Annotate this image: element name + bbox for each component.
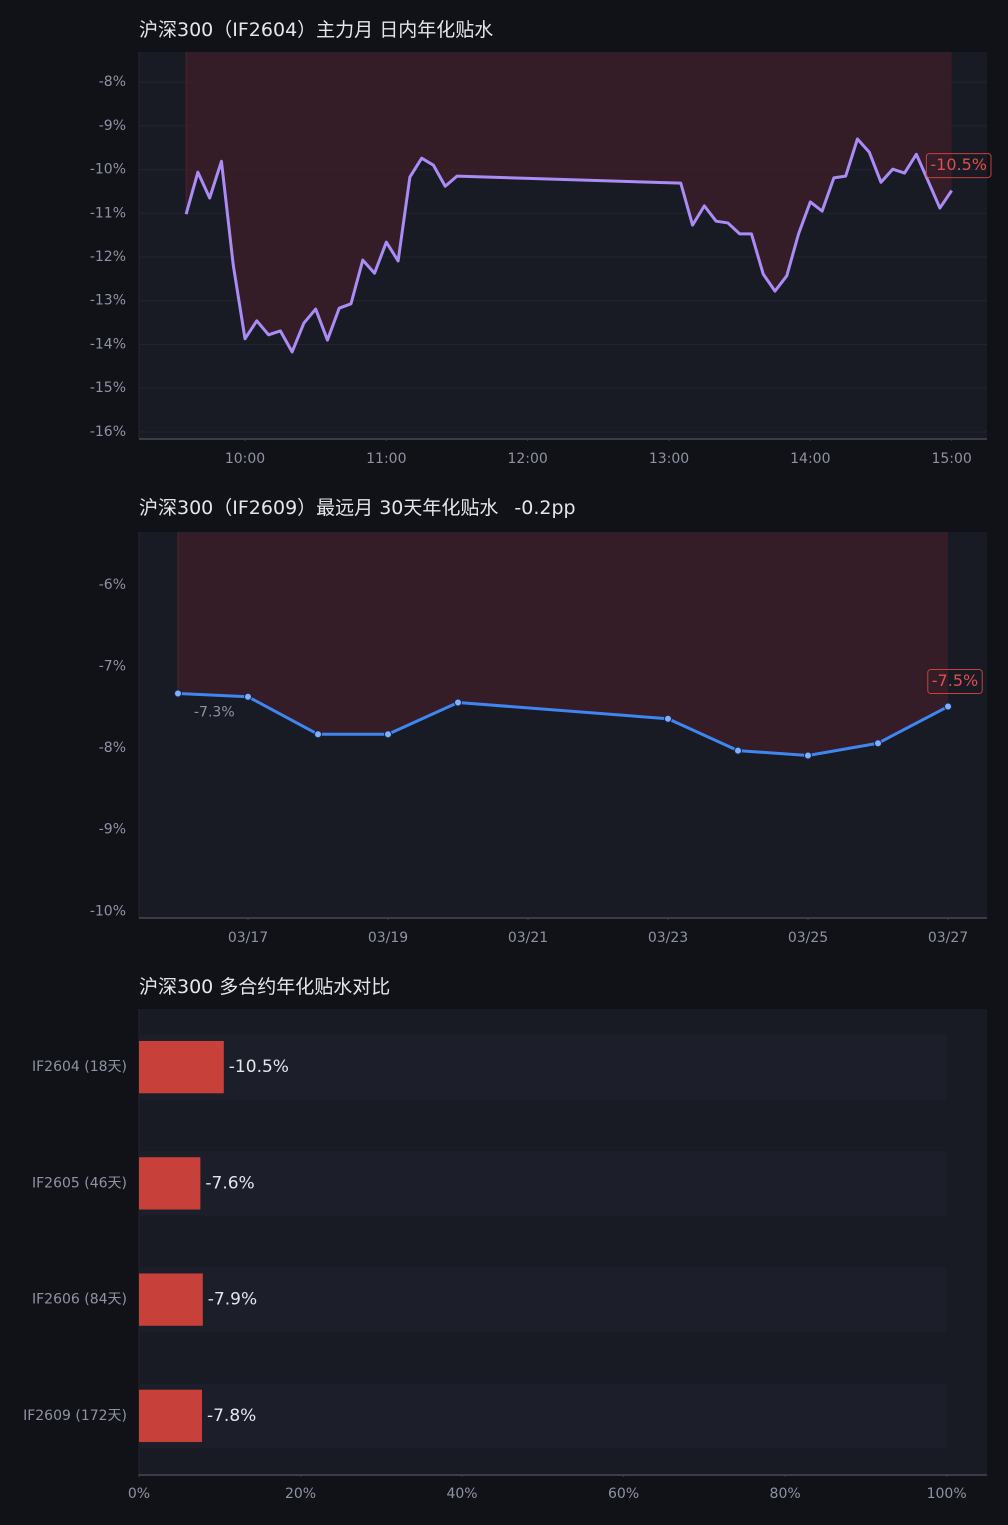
y-tick-label: IF2609 (172天)	[23, 1408, 127, 1424]
title-text: 沪深300（IF2609）最远月 30天年化贴水	[139, 497, 498, 519]
y-tick-label: -13%	[90, 293, 126, 309]
point	[384, 730, 392, 739]
bar	[139, 1040, 224, 1094]
y-tick-label: -10%	[90, 162, 126, 178]
value-label: -10.5%	[930, 155, 987, 174]
x-tick-label: 14:00	[790, 451, 830, 467]
y-tick-label: -12%	[90, 249, 126, 265]
point	[944, 702, 952, 711]
bar	[139, 1157, 201, 1210]
y-tick-label: -9%	[99, 118, 126, 134]
value-label: -7.6%	[205, 1173, 254, 1193]
y-tick-label: -10%	[90, 903, 126, 919]
point	[734, 746, 742, 755]
value-label: -7.5%	[932, 671, 978, 690]
chart-title: 沪深300（IF2604）主力月 日内年化贴水	[139, 19, 493, 41]
x-tick-label: 60%	[608, 1486, 639, 1502]
value-label-box	[927, 669, 983, 695]
title-change: -0.2pp	[514, 497, 575, 519]
x-tick-label: 0%	[128, 1486, 150, 1502]
x-tick-label: 20%	[285, 1486, 316, 1502]
x-tick-label: 10:00	[225, 451, 265, 467]
title-text: 沪深300（IF2604）主力月 日内年化贴水	[139, 19, 493, 41]
point	[664, 714, 672, 723]
value-label: -10.5%	[229, 1057, 289, 1077]
chart-title: 沪深300 多合约年化贴水对比	[139, 976, 390, 998]
y-tick-label: IF2605 (46天)	[32, 1175, 127, 1191]
y-tick-label: -7%	[99, 659, 126, 675]
y-tick-label: -15%	[90, 380, 126, 396]
x-tick-label: 03/21	[508, 930, 548, 946]
x-tick-label: 03/25	[788, 930, 828, 946]
line	[184, 137, 953, 354]
point	[174, 689, 182, 698]
title-text: 沪深300 多合约年化贴水对比	[139, 976, 390, 998]
y-tick-label: -11%	[90, 205, 126, 221]
chart-title: 沪深300（IF2609）最远月 30天年化贴水 -0.2pp	[139, 497, 576, 519]
point	[804, 751, 812, 760]
x-tick-label: 13:00	[649, 451, 689, 467]
row-band	[139, 1034, 947, 1100]
x-tick-label: 03/23	[648, 930, 688, 946]
x-tick-label: 11:00	[366, 451, 406, 467]
value-label-box	[925, 153, 992, 179]
point	[244, 692, 252, 701]
point	[454, 698, 462, 707]
value-label: -7.3%	[194, 705, 235, 721]
y-tick-label: IF2604 (18天)	[32, 1059, 127, 1075]
row-band	[139, 1267, 947, 1333]
y-tick-label: -8%	[99, 74, 126, 90]
y-tick-label: -6%	[99, 577, 126, 593]
x-tick-label: 12:00	[507, 451, 547, 467]
bar	[139, 1273, 203, 1326]
y-tick-label: -16%	[90, 424, 126, 440]
row-band	[139, 1150, 947, 1216]
x-tick-label: 100%	[927, 1486, 967, 1502]
x-tick-label: 03/27	[928, 930, 968, 946]
shade-area	[186, 52, 952, 352]
point	[874, 739, 882, 748]
y-tick-label: IF2606 (84天)	[32, 1292, 127, 1308]
bar	[139, 1389, 202, 1443]
x-tick-label: 03/19	[368, 930, 408, 946]
x-tick-label: 80%	[770, 1486, 801, 1502]
row-band	[139, 1383, 947, 1449]
y-tick-label: -8%	[99, 740, 126, 756]
value-label: -7.8%	[207, 1406, 256, 1426]
value-label: -7.9%	[208, 1290, 257, 1310]
x-tick-label: 15:00	[931, 451, 971, 467]
x-tick-label: 40%	[446, 1486, 477, 1502]
line	[177, 692, 949, 757]
point	[314, 730, 322, 739]
y-tick-label: -14%	[90, 336, 126, 352]
shade-area	[178, 532, 948, 756]
y-tick-label: -9%	[99, 822, 126, 838]
x-tick-label: 03/17	[228, 930, 268, 946]
